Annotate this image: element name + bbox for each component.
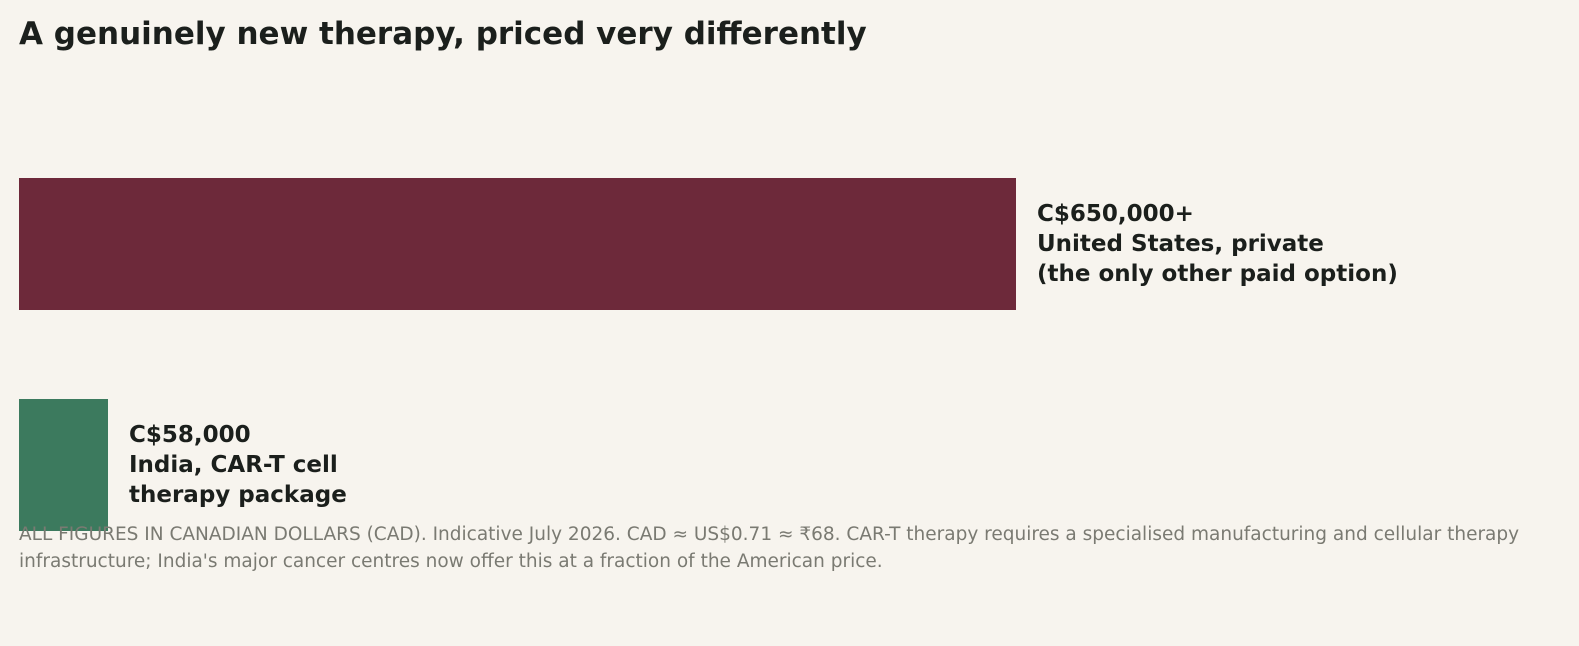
bar-label-india: C$58,000 India, CAR-T cell therapy packa…	[129, 420, 347, 510]
bar-india	[19, 399, 108, 531]
bar-value-label: C$650,000+	[1037, 201, 1194, 227]
bar-value-label: C$58,000	[129, 422, 251, 448]
bar-category-note: (the only other paid option)	[1037, 261, 1398, 287]
chart-title: A genuinely new therapy, priced very dif…	[19, 16, 867, 52]
footnote: ALL FIGURES IN CANADIAN DOLLARS (CAD). I…	[19, 524, 1520, 572]
bar-united-states	[19, 178, 1016, 310]
bar-category-note: therapy package	[129, 482, 347, 508]
bar-category-label: India, CAR-T cell	[129, 452, 338, 478]
bar-category-label: United States, private	[1037, 231, 1324, 257]
bar-label-united-states: C$650,000+ United States, private (the o…	[1037, 199, 1398, 289]
